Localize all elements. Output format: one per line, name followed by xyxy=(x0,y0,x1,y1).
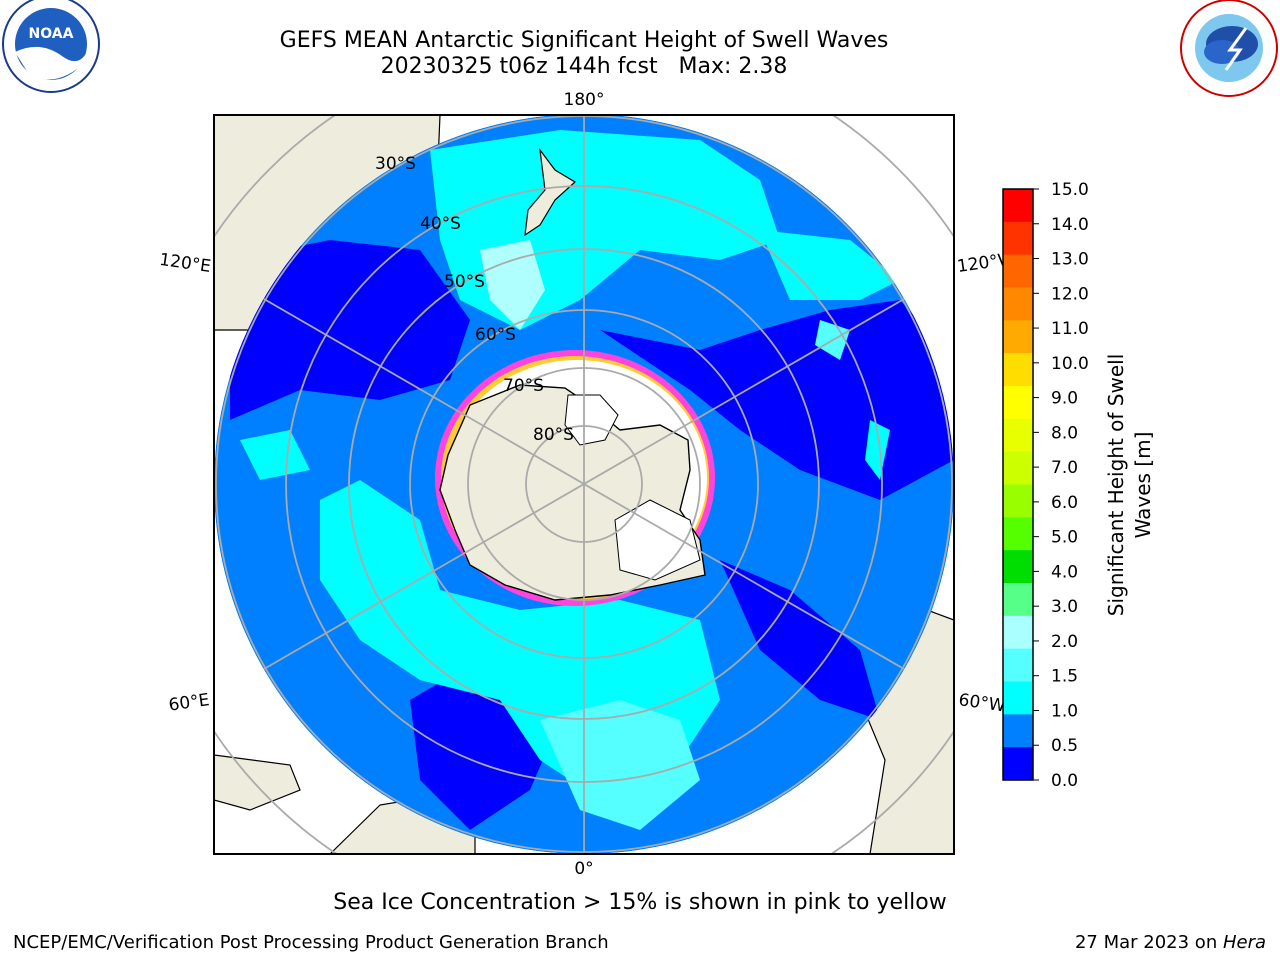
map-area xyxy=(214,115,954,854)
lon-label-120e: 120°E xyxy=(158,250,212,277)
lon-label-60e: 60°E xyxy=(167,690,210,715)
lon-label-60w: 60°W xyxy=(957,690,1006,716)
colorbar-swatch xyxy=(1003,550,1033,584)
lat-label-70s: 70°S xyxy=(503,376,544,396)
colorbar-swatch xyxy=(1003,287,1033,321)
colorbar-swatch xyxy=(1003,681,1033,715)
colorbar-swatch xyxy=(1003,353,1033,387)
new-zealand-landmass xyxy=(524,147,577,237)
colorbar-tick-label: 0.5 xyxy=(1051,736,1078,756)
colorbar-tick-label: 1.0 xyxy=(1051,701,1078,721)
colorbar-swatch xyxy=(1003,254,1033,288)
colorbar-tick-label: 6.0 xyxy=(1051,493,1078,513)
colorbar-tick-label: 4.0 xyxy=(1051,562,1078,582)
madagascar-landmass xyxy=(214,754,301,811)
colorbar-swatch xyxy=(1003,386,1033,420)
footer-date: 27 Mar 2023 on Hera xyxy=(1075,932,1266,953)
colorbar-tick-label: 15.0 xyxy=(1051,180,1089,200)
lon-label-0: 0° xyxy=(574,859,593,879)
colorbar-swatch xyxy=(1003,451,1033,485)
lon-label-180: 180° xyxy=(564,90,605,110)
colorbar-tick-label: 8.0 xyxy=(1051,423,1078,443)
noaa-logo-text: NOAA xyxy=(29,26,74,42)
colorbar-tick-label: 7.0 xyxy=(1051,458,1078,478)
colorbar-tick-label: 1.5 xyxy=(1051,667,1078,687)
graticule xyxy=(214,115,954,854)
colorbar-tick-label: 12.0 xyxy=(1051,284,1089,304)
colorbar-swatch xyxy=(1003,221,1033,256)
footer-date-text: 27 Mar 2023 on xyxy=(1074,932,1223,953)
nws-logo xyxy=(1180,0,1278,97)
colorbar-tick-label: 10.0 xyxy=(1051,354,1089,374)
colorbar-tick-label: 14.0 xyxy=(1051,215,1089,235)
chart-subtitle: 20230325 t06z 144h fcst Max: 2.38 xyxy=(380,54,788,79)
colorbar-label-line1: Significant Height of Swell xyxy=(1104,354,1128,616)
noaa-logo: NOAA xyxy=(2,0,100,93)
colorbar-tick-label: 11.0 xyxy=(1051,319,1089,339)
colorbar-swatch xyxy=(1003,484,1033,518)
colorbar-tick-label: 0.0 xyxy=(1051,771,1078,791)
colorbar-swatch xyxy=(1003,320,1033,354)
colorbar-swatch xyxy=(1003,189,1033,223)
colorbar-swatch xyxy=(1003,517,1033,551)
colorbar-swatch xyxy=(1003,648,1033,682)
lat-label-40s: 40°S xyxy=(420,214,461,234)
colorbar-tick-label: 2.0 xyxy=(1051,632,1078,652)
colorbar-tick-label: 3.0 xyxy=(1051,597,1078,617)
chart-title: GEFS MEAN Antarctic Significant Height o… xyxy=(279,28,889,53)
sea-ice-note: Sea Ice Concentration > 15% is shown in … xyxy=(333,890,947,915)
colorbar-tick-label: 9.0 xyxy=(1051,389,1078,409)
colorbar-swatch xyxy=(1003,418,1033,453)
colorbar-swatch xyxy=(1003,615,1033,650)
map-frame xyxy=(213,114,955,855)
lat-label-60s: 60°S xyxy=(475,325,516,345)
colorbar-swatch xyxy=(1003,747,1033,781)
colorbar-tick-label: 13.0 xyxy=(1051,250,1089,270)
footer-machine: Hera xyxy=(1222,932,1266,953)
lat-label-80s: 80°S xyxy=(533,425,574,445)
colorbar-swatch xyxy=(1003,583,1033,617)
footer-credit: NCEP/EMC/Verification Post Processing Pr… xyxy=(13,932,609,953)
lat-label-30s: 30°S xyxy=(375,154,416,174)
colorbar-frame xyxy=(1002,188,1034,781)
colorbar-swatch xyxy=(1003,714,1033,748)
colorbar-tick-label: 5.0 xyxy=(1051,528,1078,548)
lat-label-50s: 50°S xyxy=(444,272,485,292)
colorbar: 15.0 14.0 13.0 12.0 11.0 10.0 9.0 8.0 7.0 6.0 5.0 4… xyxy=(1002,180,1089,791)
colorbar-label-line2: Waves [m] xyxy=(1131,432,1155,539)
